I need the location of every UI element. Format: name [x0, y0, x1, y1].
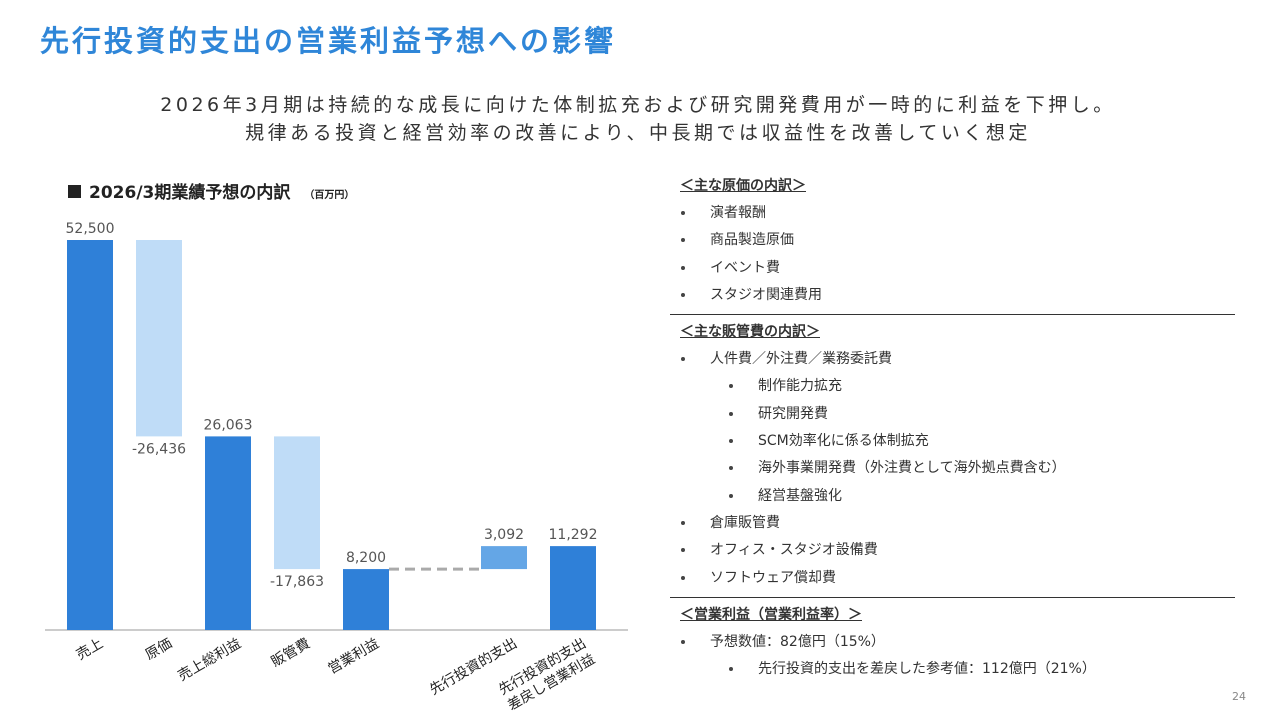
- bullet: [729, 466, 733, 471]
- text: 人件費／外注費／業務委託費: [710, 351, 892, 368]
- value-label: 26,063: [204, 417, 253, 433]
- separator: [670, 314, 1235, 316]
- bullet: [681, 548, 685, 553]
- separator: [670, 596, 1235, 598]
- subtitle: 2026年3月期は持続的な成長に向けた体制拡充および研究開発費用が一時的に利益を…: [160, 94, 1116, 116]
- sub-list-item: SCM効率化に係る体制拡充: [680, 430, 1225, 457]
- page-number: 24: [1232, 690, 1246, 703]
- text: ＜営業利益（営業利益率）＞: [680, 606, 862, 623]
- sub-list-item: 経営基盤強化: [680, 485, 1225, 512]
- text: ＜主な原価の内訳＞: [680, 178, 806, 194]
- bullet: [729, 493, 733, 498]
- list-item: ソフトウェア償却費: [680, 567, 1225, 594]
- text: 倉庫販管費: [710, 514, 780, 531]
- text: 予想数値：82億円（15%）: [710, 633, 885, 650]
- x-tick-label: 売上総利益: [175, 636, 244, 685]
- value-label: 11,292: [549, 527, 598, 543]
- bullet: [681, 357, 685, 362]
- text: スタジオ関連費用: [710, 286, 822, 303]
- text: 海外事業開発費（外注費として海外拠点費含む）: [758, 460, 1066, 477]
- section-heading: ＜営業利益（営業利益率）＞: [680, 604, 1225, 631]
- list-item: スタジオ関連費用: [680, 284, 1225, 311]
- text: 演者報酬: [710, 205, 766, 221]
- bar: [67, 240, 113, 630]
- text: イベント費: [710, 259, 780, 276]
- text: 商品製造原価: [710, 232, 794, 249]
- bullet: [729, 384, 733, 389]
- value-label: 3,092: [484, 527, 524, 543]
- chart-heading: 2026/3期業績予想の内訳 （百万円）: [68, 178, 354, 203]
- subtitle: 規律ある投資と経営効率の改善により、中長期では収益性を改善していく想定: [245, 122, 1031, 144]
- section-heading: ＜主な販管費の内訳＞: [680, 321, 1225, 348]
- text: SCM効率化に係る体制拡充: [758, 433, 929, 450]
- sub-list-item: 制作能力拡充: [680, 375, 1225, 402]
- bullet: [729, 411, 733, 416]
- list-item: 人件費／外注費／業務委託費: [680, 348, 1225, 375]
- bullet: [681, 520, 685, 525]
- list-item: 演者報酬: [680, 202, 1225, 229]
- notes: ＜主な原価の内訳＞ 演者報酬商品製造原価 イベント費スタジオ関連費用 ＜主な販管費の内…: [670, 175, 1235, 685]
- text: オフィス・スタジオ設備費: [710, 542, 878, 559]
- bar: [136, 240, 182, 437]
- chart-title: 2026/3期業績予想の内訳: [89, 183, 291, 203]
- chart: 52,500 売上 -26,436 原価 26,063 売上総利益 -17,863 販管費 8,…: [45, 221, 628, 714]
- bullet: [729, 439, 733, 444]
- bar: [205, 436, 251, 630]
- bullet: [681, 265, 685, 270]
- list-item: 商品製造原価: [680, 229, 1225, 256]
- bar: [274, 436, 320, 570]
- bullet: [729, 667, 733, 672]
- list-item: 倉庫販管費: [680, 512, 1225, 539]
- square-icon: [68, 185, 81, 198]
- bullet: [681, 292, 685, 297]
- bullet: [681, 211, 685, 215]
- text: 制作能力拡充: [758, 378, 842, 395]
- text: ＜主な販管費の内訳＞: [680, 324, 820, 341]
- text: 先行投資的支出を差戻した参考値：112億円（21%）: [758, 661, 1096, 678]
- x-tick-label: 営業利益: [326, 636, 382, 678]
- text: 経営基盤強化: [758, 487, 842, 504]
- x-tick-label: 売上: [74, 636, 106, 664]
- text: 研究開発費: [758, 405, 828, 422]
- value-label: -17,863: [270, 574, 324, 590]
- sub-list-item: 研究開発費: [680, 403, 1225, 430]
- bullet: [681, 238, 685, 243]
- value-label: 8,200: [346, 550, 386, 566]
- list-item: オフィス・スタジオ設備費: [680, 539, 1225, 566]
- list-item: 予想数値：82億円（15%）: [680, 631, 1225, 658]
- value-label: -26,436: [132, 441, 186, 457]
- bar: [481, 546, 527, 570]
- sub-list-item: 海外事業開発費（外注費として海外拠点費含む）: [680, 457, 1225, 484]
- x-tick-label: 原価: [143, 636, 175, 664]
- text: ソフトウェア償却費: [710, 569, 836, 586]
- section-heading: ＜主な原価の内訳＞: [680, 175, 1225, 202]
- bar: [550, 546, 596, 630]
- bar: [343, 569, 389, 630]
- bullet: [681, 575, 685, 580]
- unit: （百万円）: [304, 190, 355, 201]
- bullet: [681, 639, 685, 644]
- title: 先行投資的支出の営業利益予想への影響: [40, 24, 617, 58]
- sub-list-item: 先行投資的支出を差戻した参考値：112億円（21%）: [680, 658, 1225, 685]
- value-label: 52,500: [66, 221, 115, 237]
- x-tick-label: 販管費: [269, 636, 313, 671]
- list-item: イベント費: [680, 257, 1225, 284]
